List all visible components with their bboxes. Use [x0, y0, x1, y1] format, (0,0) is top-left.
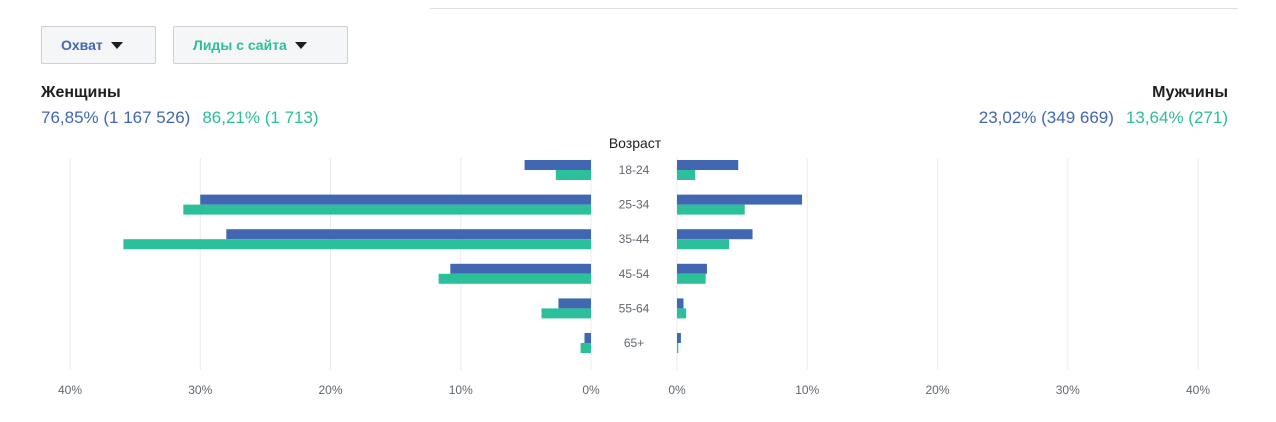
category-label: 35-44 [619, 232, 650, 246]
category-label: 55-64 [619, 301, 650, 315]
men-reach-bar-25-34[interactable] [677, 194, 803, 205]
women-reach-bar-65+[interactable] [584, 333, 591, 343]
women-leads-bar-55-64[interactable] [541, 308, 591, 319]
women-reach-bar-25-34[interactable] [200, 194, 591, 205]
x-tick-left: 10% [449, 383, 473, 397]
women-reach-bar-45-54[interactable] [450, 263, 591, 274]
men-leads-bar-25-34[interactable] [677, 204, 745, 215]
men-reach-stat: 23,02% (349 669) [978, 108, 1114, 127]
category-label: 18-24 [619, 163, 650, 177]
x-tick-left: 30% [188, 383, 212, 397]
men-reach-bar-35-44[interactable] [677, 229, 753, 240]
x-tick-right: 20% [925, 383, 949, 397]
caret-down-icon [294, 41, 307, 49]
category-labels: 18-24 25-34 35-44 45-54 55-64 65+ [619, 163, 650, 350]
x-tick-right: 10% [795, 383, 819, 397]
bars [123, 160, 803, 353]
x-tick-right: 40% [1186, 383, 1210, 397]
reach-dropdown-label: Охват [61, 37, 103, 53]
tick-labels: 40% 30% 20% 10% 0% 0% 10% 20% 30% 40% [58, 383, 1210, 397]
men-reach-bar-65+[interactable] [677, 333, 681, 343]
x-tick-right: 30% [1056, 383, 1080, 397]
men-title: Мужчины [1152, 84, 1228, 101]
category-label: 25-34 [619, 198, 650, 212]
x-tick-left: 0% [582, 383, 600, 397]
men-reach-bar-55-64[interactable] [677, 298, 684, 309]
category-label: 45-54 [619, 267, 650, 281]
women-reach-stat: 76,85% (1 167 526) [41, 108, 191, 127]
x-tick-left: 40% [58, 383, 82, 397]
men-leads-bar-55-64[interactable] [677, 308, 687, 319]
top-divider [430, 8, 1238, 9]
men-leads-bar-35-44[interactable] [677, 239, 730, 250]
x-tick-right: 0% [668, 383, 686, 397]
women-reach-bar-55-64[interactable] [558, 298, 591, 309]
women-leads-bar-45-54[interactable] [438, 273, 591, 284]
women-leads-bar-35-44[interactable] [123, 239, 591, 250]
women-leads-bar-18-24[interactable] [555, 170, 591, 180]
axis-title: Возраст [609, 135, 662, 151]
women-leads-bar-65+[interactable] [580, 343, 591, 353]
reach-dropdown[interactable]: Охват [41, 26, 156, 64]
men-leads-bar-18-24[interactable] [677, 170, 696, 180]
men-stats: 23,02% (349 669) 13,64% (271) [979, 108, 1228, 128]
x-tick-left: 20% [318, 383, 342, 397]
men-reach-bar-45-54[interactable] [677, 263, 707, 274]
leads-dropdown[interactable]: Лиды с сайта [173, 26, 348, 64]
caret-down-icon [110, 41, 123, 49]
women-leads-stat: 86,21% (1 713) [202, 108, 319, 127]
men-reach-bar-18-24[interactable] [677, 160, 739, 170]
women-leads-bar-25-34[interactable] [183, 204, 591, 215]
women-reach-bar-18-24[interactable] [524, 160, 591, 170]
women-stats: 76,85% (1 167 526) 86,21% (1 713) [41, 108, 319, 128]
men-leads-bar-45-54[interactable] [677, 273, 706, 284]
women-title: Женщины [41, 84, 121, 101]
category-label: 65+ [624, 336, 644, 350]
women-reach-bar-35-44[interactable] [226, 229, 592, 240]
leads-dropdown-label: Лиды с сайта [193, 37, 287, 53]
men-leads-stat: 13,64% (271) [1125, 108, 1228, 127]
men-leads-bar-65+[interactable] [677, 343, 679, 353]
